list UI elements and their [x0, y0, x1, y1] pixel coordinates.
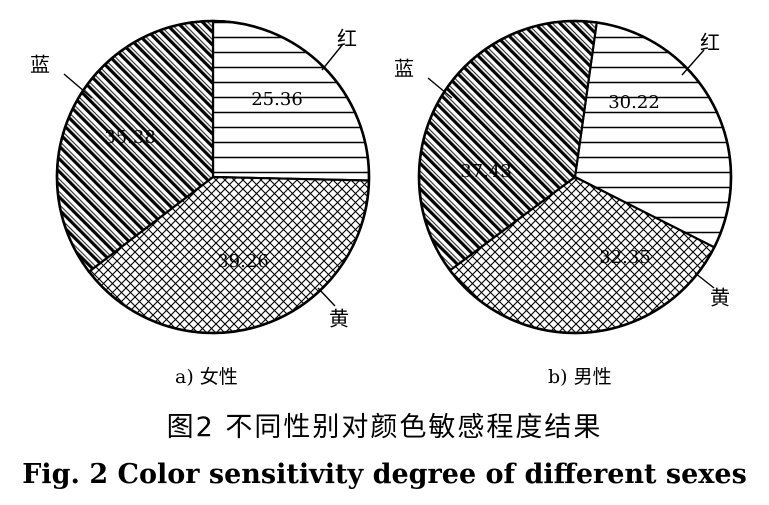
caption-chinese: 图2 不同性别对颜色敏感程度结果	[166, 412, 603, 443]
category-label-yellow: 黄	[710, 286, 730, 310]
category-label-yellow: 黄	[329, 307, 349, 331]
leader-line-blue	[63, 73, 93, 99]
category-label-red: 红	[700, 31, 720, 55]
category-label-blue: 蓝	[394, 57, 414, 81]
value-label-blue: 35.38	[104, 127, 156, 148]
subtitle-female: a) 女性	[175, 366, 238, 388]
subtitle-male: b) 男性	[548, 366, 612, 388]
pie-outline	[55, 19, 371, 335]
pie-male: 30.22 红 32.35 黄 37.43 蓝	[394, 19, 733, 335]
value-label-red: 25.36	[251, 89, 303, 110]
leader-line-yellow	[694, 272, 715, 289]
leader-line-blue	[427, 77, 453, 99]
leader-line-red	[321, 43, 344, 71]
pie-female: 25.36 红 39.26 黄 35.38 蓝	[30, 19, 371, 335]
value-label-yellow: 32.35	[599, 247, 651, 268]
value-label-yellow: 39.26	[217, 251, 269, 272]
category-label-red: 红	[337, 27, 357, 51]
value-label-blue: 37.43	[460, 161, 512, 182]
leader-line-yellow	[317, 287, 336, 307]
value-label-red: 30.22	[608, 92, 660, 113]
pie-outline	[417, 19, 733, 335]
caption-english: Fig. 2 Color sensitivity degree of diffe…	[22, 459, 747, 490]
leader-line-red	[681, 49, 705, 76]
category-label-blue: 蓝	[30, 53, 50, 77]
